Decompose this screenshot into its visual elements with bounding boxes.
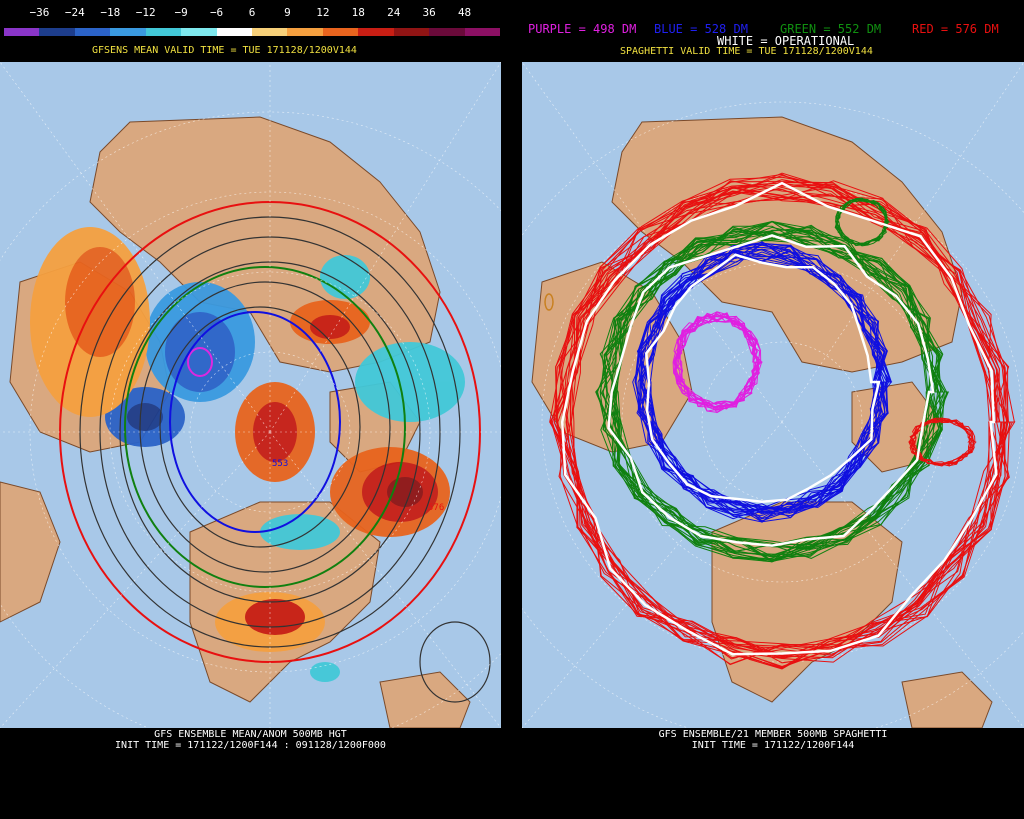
legend-swatch — [358, 28, 395, 36]
africa-landmass — [0, 481, 61, 623]
legend-swatch — [39, 28, 76, 36]
spaghetti-contour-line — [558, 183, 1014, 655]
asia-landmass — [611, 116, 963, 373]
blue-label: BLUE = 528 DM — [654, 22, 748, 36]
legend-swatch — [110, 28, 147, 36]
legend-swatch — [4, 28, 40, 36]
legend-swatch — [287, 28, 324, 36]
legend-tick-label: 24 — [387, 6, 401, 19]
white-label: WHITE = OPERATIONAL — [717, 34, 855, 48]
purple-label: PURPLE = 498 DM — [528, 22, 637, 36]
spaghetti-contour-line — [673, 315, 763, 408]
left-footer-title: GFS ENSEMBLE MEAN/ANOM 500MB HGT — [154, 729, 347, 740]
spaghetti-contour-line — [555, 190, 1009, 670]
left-footer-init-time: INIT TIME = 171122/1200F144 : 091128/120… — [115, 740, 386, 751]
legend-swatch — [181, 28, 218, 36]
legend-tick-label: 18 — [351, 6, 365, 19]
legend-tick-label: −36 — [29, 6, 50, 19]
legend-tick-label: −12 — [135, 6, 156, 19]
anomaly-color-legend: −36 −24 −18 −12 −9 −6 6 9 12 18 24 36 48 — [4, 4, 501, 36]
legend-swatch — [145, 28, 182, 36]
legend-swatch — [216, 28, 253, 36]
legend-tick-label: −24 — [64, 6, 85, 19]
legend-tick-label: −18 — [100, 6, 121, 19]
spaghetti-contour-line — [600, 226, 940, 562]
north-america-landmass — [711, 501, 903, 703]
ensemble-mean-map: 553 576 — [0, 62, 501, 728]
ensemble-mean-panel: −36 −24 −18 −12 −9 −6 6 9 12 18 24 36 48 GFSENS MEAN… — [0, 0, 501, 819]
spaghetti-contour-line — [601, 237, 945, 562]
left-valid-time: GFSENS MEAN VALID TIME = TUE 171128/1200… — [92, 45, 357, 56]
spaghetti-contour-line — [561, 196, 1007, 664]
spaghetti-contours — [549, 172, 1016, 670]
legend-tick-label: −6 — [209, 6, 224, 19]
panel-divider — [501, 0, 522, 819]
legend-tick-label: 48 — [457, 6, 472, 19]
legend-swatch — [252, 28, 288, 36]
negative-anomaly-greenland — [355, 342, 465, 422]
spaghetti-panel: PURPLE = 498 DM BLUE = 528 DM GREEN = 55… — [522, 0, 1024, 819]
spaghetti-contour-line — [911, 419, 973, 467]
green-label: GREEN = 552 DM — [780, 22, 882, 36]
spaghetti-contour-line — [835, 199, 888, 245]
spaghetti-contour-line — [610, 230, 938, 549]
europe-landmass — [531, 261, 693, 453]
legend-tick-label: 36 — [422, 6, 436, 19]
legend-swatch — [429, 28, 466, 36]
spaghetti-contour-line — [560, 181, 998, 656]
spaghetti-contour-line — [600, 225, 948, 558]
spaghetti-contour-line — [569, 180, 1010, 663]
legend-tick-label: −9 — [174, 6, 188, 19]
legend-tick-label: 6 — [248, 6, 256, 19]
right-valid-time: SPAGHETTI VALID TIME = TUE 171128/1200V1… — [620, 46, 873, 57]
red-label: RED = 576 DM — [912, 22, 999, 36]
spaghetti-contour-line — [553, 185, 1016, 660]
legend-swatch — [74, 28, 111, 36]
right-footer-init-time: INIT TIME = 171122/1200F144 — [691, 740, 855, 751]
legend-swatch — [322, 28, 359, 36]
spaghetti-map-svg — [522, 62, 1024, 728]
mean-anomaly-map-svg: 553 576 — [0, 62, 501, 728]
spaghetti-contour-line — [673, 312, 763, 411]
spaghetti-contour-line — [913, 419, 973, 466]
right-footer-title: GFS ENSEMBLE/21 MEMBER 500MB SPAGHETTI — [658, 729, 888, 740]
spaghetti-contour-line — [570, 187, 1008, 656]
legend-tick-label: 9 — [284, 6, 291, 19]
spaghetti-contour-line — [549, 196, 1006, 659]
legend-tick-label: 12 — [316, 6, 330, 19]
contour-label-576: 576 — [428, 503, 444, 513]
contour-label-553: 553 — [272, 459, 288, 469]
south-america-landmass — [901, 671, 993, 728]
legend-swatch — [464, 28, 501, 36]
spaghetti-contour-line — [645, 253, 881, 504]
spaghetti-contour-line — [602, 232, 935, 558]
spaghetti-contour-line — [607, 234, 935, 547]
spaghetti-map — [522, 62, 1024, 728]
legend-swatch — [393, 28, 430, 36]
spaghetti-contour-line — [639, 251, 881, 513]
spaghetti-contour-line — [637, 249, 890, 523]
south-america-landmass — [379, 671, 471, 728]
